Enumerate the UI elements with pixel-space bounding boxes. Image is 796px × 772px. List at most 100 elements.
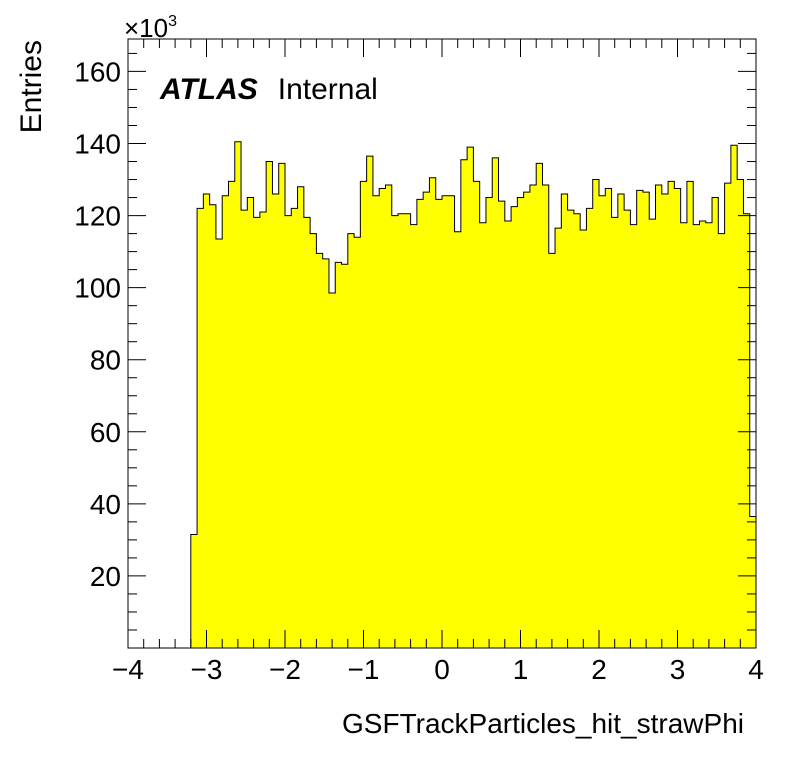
histogram-bar (718, 233, 725, 648)
histogram-bar (485, 197, 493, 648)
y-axis-label: Entries (15, 40, 48, 133)
histogram-bar (347, 233, 355, 648)
histogram-bar (580, 229, 587, 648)
histogram-bar (724, 183, 732, 648)
histogram-bar (636, 190, 644, 648)
x-tick-label: 0 (434, 654, 450, 685)
histogram-bar (592, 179, 600, 649)
histogram-bar (215, 238, 223, 648)
histogram-bar (247, 197, 254, 648)
histogram-bar (310, 233, 317, 648)
histogram-bar (316, 253, 324, 648)
histogram-bar (536, 163, 543, 648)
histogram-bars (190, 141, 757, 649)
histogram-bar (730, 145, 738, 648)
histogram-bar (668, 181, 675, 648)
y-tick-label: 160 (74, 56, 121, 87)
axis-ticks (127, 39, 757, 649)
histogram-bar (693, 224, 700, 649)
y-tick-labels: 20 40 60 80 100 120 140 160 (74, 56, 121, 591)
histogram-bar (680, 222, 688, 648)
histogram-bar (743, 213, 751, 648)
histogram-bar (266, 161, 273, 649)
histogram-bar (228, 181, 236, 648)
histogram-bar (511, 206, 518, 648)
histogram-bar (209, 204, 217, 649)
histogram-bar (705, 222, 713, 648)
histogram-bar (285, 215, 292, 648)
histogram-bar (649, 219, 656, 648)
y-tick-label: 140 (74, 129, 121, 160)
x-tick-label: −4 (112, 654, 144, 685)
histogram-bar (611, 217, 619, 648)
histogram-bar (479, 222, 487, 648)
histogram-bar (460, 159, 468, 648)
x-tick-labels: −4 −3 −2 −1 0 1 2 3 4 (112, 654, 764, 685)
histogram-bar (492, 157, 499, 648)
histogram-bar (699, 220, 707, 648)
histogram-bar (416, 199, 424, 649)
histogram-bar (737, 179, 744, 649)
histogram-bar (297, 186, 305, 649)
histogram-bar (712, 197, 719, 648)
histogram-bar (523, 192, 531, 649)
x-tick-label: 1 (513, 654, 529, 685)
y-tick-label: 40 (90, 489, 121, 520)
y-tick-label: 60 (90, 417, 121, 448)
histogram-bar (548, 253, 556, 648)
histogram-bar (379, 188, 386, 648)
histogram-bar (573, 213, 581, 648)
x-tick-label: 2 (591, 654, 607, 685)
histogram-bar (366, 156, 374, 648)
histogram-bar (467, 147, 474, 648)
histogram-bar (624, 210, 631, 648)
histogram-bar (253, 217, 261, 648)
histogram-bar (278, 163, 286, 648)
x-tick-label: −3 (191, 654, 223, 685)
histogram-bar (655, 184, 663, 648)
y-tick-label: 80 (90, 345, 121, 376)
histogram-bar (686, 181, 694, 648)
histogram-bar (354, 237, 361, 649)
x-tick-label: 3 (670, 654, 686, 685)
histogram-bar (555, 228, 562, 648)
histogram-bar (404, 213, 411, 648)
histogram-outline (190, 141, 757, 648)
x-axis-label: GSFTrackParticles_hit_strawPhi (342, 708, 744, 739)
histogram-bar (504, 220, 512, 648)
histogram-bar (322, 258, 330, 648)
histogram-bar (442, 195, 449, 648)
histogram-bar (567, 210, 575, 648)
atlas-annotation: ATLAS Internal (159, 73, 378, 106)
histogram-bar (410, 224, 418, 649)
histogram-bar (197, 208, 204, 648)
histogram-bar (385, 184, 393, 648)
x-tick-label: −2 (269, 654, 301, 685)
y-tick-label: 100 (74, 273, 121, 304)
histogram-bar (599, 195, 606, 648)
histogram-bar (303, 217, 311, 648)
histogram-bar (498, 201, 506, 648)
y-tick-label: 120 (74, 201, 121, 232)
histogram-bar (473, 181, 481, 648)
y-tick-label: 20 (90, 561, 121, 592)
histogram-bar (423, 192, 430, 649)
histogram-bar (241, 210, 248, 648)
histogram-bar (586, 208, 594, 648)
histogram-bar (222, 195, 229, 648)
atlas-annotation-normal: Internal (278, 73, 378, 106)
histogram-bar (517, 197, 525, 648)
histogram-bar (674, 188, 682, 648)
histogram-bar (203, 193, 211, 648)
histogram-bar (341, 264, 349, 648)
histogram-bar (435, 199, 443, 649)
x-tick-label: 4 (748, 654, 764, 685)
histogram-bar (328, 293, 336, 648)
histogram-bar (448, 195, 455, 648)
histogram-bar (661, 193, 669, 648)
histogram-bar (454, 231, 462, 648)
histogram-bar (372, 195, 380, 648)
histogram-bar (398, 213, 405, 648)
histogram-bar (234, 141, 242, 649)
